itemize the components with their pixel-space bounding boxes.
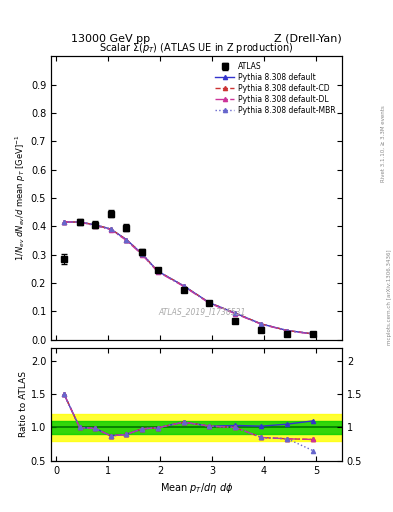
Text: Z (Drell-Yan): Z (Drell-Yan)	[274, 33, 342, 44]
Text: Rivet 3.1.10, ≥ 3.3M events: Rivet 3.1.10, ≥ 3.3M events	[381, 105, 386, 182]
Pythia 8.308 default-DL	[285, 328, 290, 334]
Text: 13000 GeV pp: 13000 GeV pp	[71, 33, 150, 44]
Legend: ATLAS, Pythia 8.308 default, Pythia 8.308 default-CD, Pythia 8.308 default-DL, P: ATLAS, Pythia 8.308 default, Pythia 8.30…	[213, 60, 338, 117]
Y-axis label: $1/N_{ev}\ dN_{ev}/d\ \mathrm{mean}\ p_T\ [\mathrm{GeV}]^{-1}$: $1/N_{ev}\ dN_{ev}/d\ \mathrm{mean}\ p_T…	[14, 135, 28, 261]
Pythia 8.308 default-MBR	[155, 268, 160, 274]
Pythia 8.308 default-DL	[124, 238, 129, 244]
Pythia 8.308 default	[93, 222, 97, 228]
Pythia 8.308 default-MBR	[181, 283, 186, 289]
Pythia 8.308 default-MBR	[108, 226, 113, 232]
Pythia 8.308 default-DL	[62, 219, 66, 225]
Pythia 8.308 default-MBR	[285, 328, 290, 334]
Pythia 8.308 default	[108, 226, 113, 232]
Pythia 8.308 default-DL	[140, 251, 144, 258]
Bar	[51, 421, 342, 434]
Pythia 8.308 default-CD	[140, 251, 144, 257]
Pythia 8.308 default	[207, 300, 212, 306]
Pythia 8.308 default-CD	[124, 237, 129, 243]
Pythia 8.308 default-DL	[155, 268, 160, 274]
Pythia 8.308 default-CD	[259, 321, 264, 327]
Pythia 8.308 default	[285, 328, 290, 334]
Pythia 8.308 default-DL	[207, 300, 212, 306]
Pythia 8.308 default-DL	[93, 223, 97, 229]
Pythia 8.308 default-DL	[108, 227, 113, 233]
Text: mcplots.cern.ch [arXiv:1306.3436]: mcplots.cern.ch [arXiv:1306.3436]	[387, 249, 391, 345]
Pythia 8.308 default	[155, 268, 160, 274]
Line: Pythia 8.308 default-CD: Pythia 8.308 default-CD	[62, 220, 316, 336]
Pythia 8.308 default	[311, 331, 316, 337]
Pythia 8.308 default-DL	[181, 283, 186, 289]
Pythia 8.308 default-DL	[233, 311, 238, 317]
Bar	[51, 414, 342, 441]
Pythia 8.308 default-MBR	[233, 310, 238, 316]
Pythia 8.308 default-MBR	[62, 219, 66, 225]
Title: Scalar $\Sigma(p_T)$ (ATLAS UE in Z production): Scalar $\Sigma(p_T)$ (ATLAS UE in Z prod…	[99, 41, 294, 55]
Pythia 8.308 default-CD	[62, 219, 66, 225]
Pythia 8.308 default	[233, 310, 238, 316]
Pythia 8.308 default-DL	[259, 321, 264, 327]
Pythia 8.308 default	[77, 219, 82, 225]
Pythia 8.308 default-CD	[207, 300, 212, 306]
Pythia 8.308 default-DL	[77, 219, 82, 225]
Pythia 8.308 default-CD	[155, 268, 160, 274]
Pythia 8.308 default-CD	[233, 310, 238, 316]
Pythia 8.308 default-MBR	[311, 331, 316, 337]
Pythia 8.308 default-CD	[181, 283, 186, 289]
Pythia 8.308 default	[140, 251, 144, 257]
Pythia 8.308 default	[124, 237, 129, 243]
Pythia 8.308 default	[181, 283, 186, 289]
Y-axis label: Ratio to ATLAS: Ratio to ATLAS	[19, 371, 28, 437]
Pythia 8.308 default-CD	[311, 331, 316, 337]
Pythia 8.308 default-MBR	[207, 300, 212, 306]
Pythia 8.308 default-MBR	[140, 251, 144, 257]
Pythia 8.308 default	[259, 321, 264, 327]
Pythia 8.308 default-MBR	[124, 237, 129, 243]
Line: Pythia 8.308 default-DL: Pythia 8.308 default-DL	[62, 220, 316, 336]
Pythia 8.308 default-CD	[93, 222, 97, 228]
Pythia 8.308 default-DL	[311, 331, 316, 337]
Pythia 8.308 default-CD	[108, 226, 113, 232]
Pythia 8.308 default-MBR	[77, 219, 82, 225]
Text: ATLAS_2019_I1736531: ATLAS_2019_I1736531	[159, 307, 246, 316]
Pythia 8.308 default-MBR	[259, 321, 264, 327]
X-axis label: Mean $p_T/d\eta\ d\phi$: Mean $p_T/d\eta\ d\phi$	[160, 481, 233, 495]
Pythia 8.308 default-CD	[285, 328, 290, 334]
Pythia 8.308 default-CD	[77, 219, 82, 225]
Line: Pythia 8.308 default-MBR: Pythia 8.308 default-MBR	[62, 220, 316, 336]
Pythia 8.308 default	[62, 219, 66, 225]
Pythia 8.308 default-MBR	[93, 222, 97, 228]
Line: Pythia 8.308 default: Pythia 8.308 default	[62, 220, 316, 336]
